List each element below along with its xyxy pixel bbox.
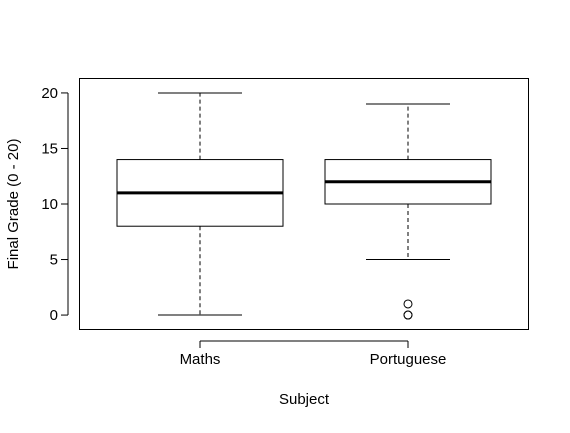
outlier-point: [403, 299, 413, 309]
y-tick-label: 10: [41, 196, 58, 213]
x-axis: Maths Portuguese: [180, 340, 447, 368]
y-tick-label: 0: [50, 307, 58, 324]
box-maths: [116, 92, 284, 316]
box-portuguese: [324, 103, 492, 320]
outlier-point: [403, 310, 413, 320]
y-axis: 0 5 10 15 20: [41, 85, 69, 324]
x-tick-label: Portuguese: [370, 351, 447, 368]
y-tick-label: 5: [50, 252, 58, 269]
y-tick-label: 20: [41, 85, 58, 102]
y-axis-title: Final Grade (0 - 20): [5, 139, 22, 270]
x-tick-label: Maths: [180, 351, 221, 368]
y-tick-label: 15: [41, 140, 58, 157]
x-axis-title: Subject: [279, 391, 330, 408]
plot-area-frame: [79, 78, 529, 330]
box-group: [116, 92, 492, 320]
